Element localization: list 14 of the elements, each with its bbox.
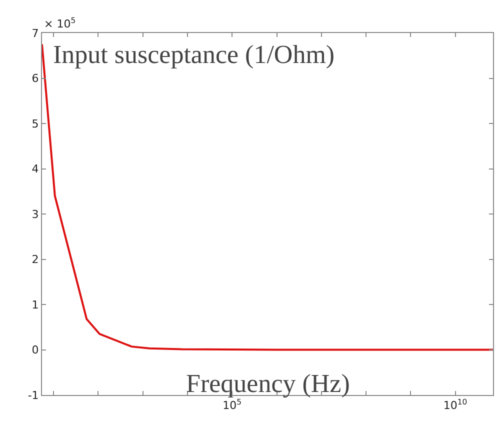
y-tick-label: 1 [32,298,39,312]
x-tick-label: 10$^{5}$ [222,398,242,412]
y-tick-label: -1 [28,388,39,402]
y-axis-title: Input susceptance (1/Ohm) [53,40,335,69]
y-tick-label: 2 [32,253,39,266]
y-tick-label: 7 [32,26,39,40]
y-tick-label: 3 [32,208,39,221]
text: × 10$^{5}$ [44,16,76,31]
x-axis-title: Frequency (Hz) [186,369,350,398]
y-tick-label: 4 [32,162,39,176]
x-tick-label: 10$^{10}$ [443,398,468,412]
y-tick-label: 0 [32,344,39,357]
y-tick-label: 6 [32,72,39,86]
y-tick-label: 5 [32,117,39,130]
